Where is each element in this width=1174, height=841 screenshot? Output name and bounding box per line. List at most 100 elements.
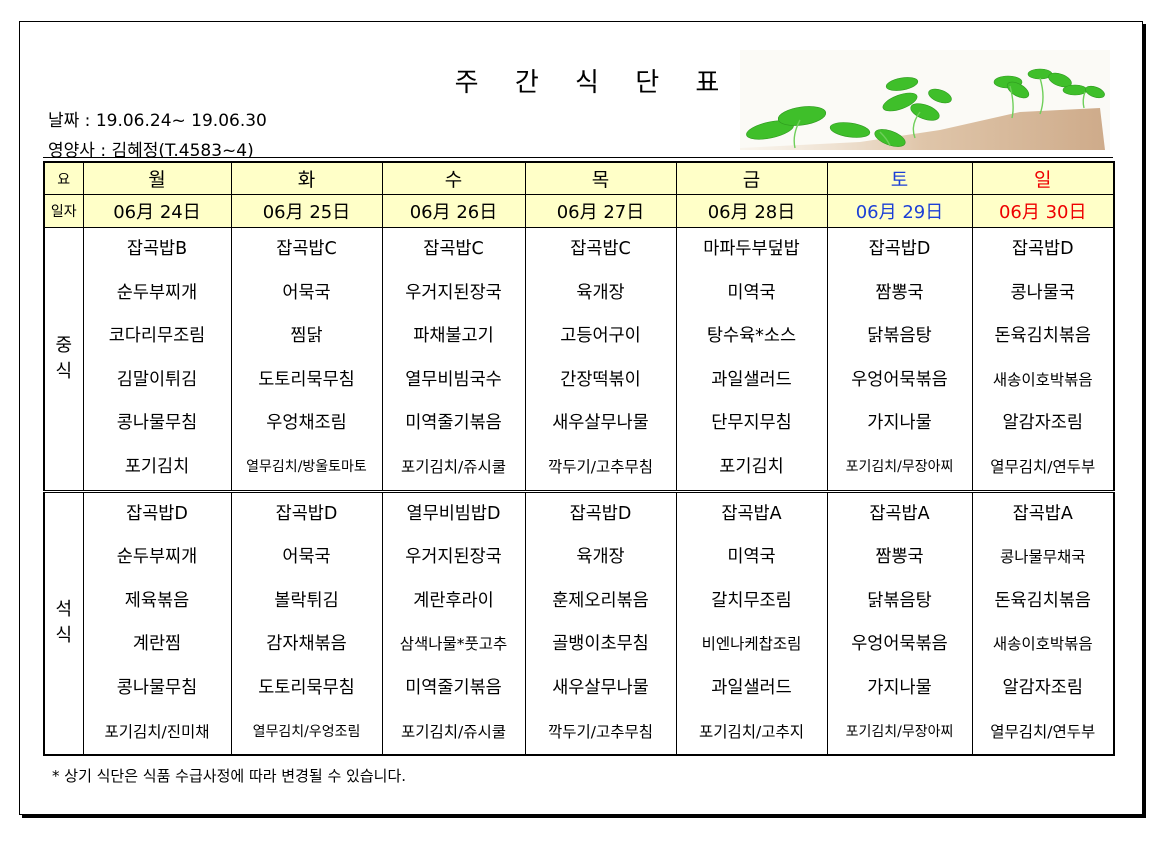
- lunch-label: 중 식: [43, 227, 84, 493]
- menu-item: 잡곡밥D: [868, 239, 931, 259]
- day-header-label: 요: [43, 161, 84, 195]
- dinner-label-char-1: 석: [55, 599, 73, 621]
- menu-item: 잡곡밥A: [1012, 503, 1073, 524]
- menu-item: 콩나물무침: [116, 677, 198, 698]
- menu-item: 잡곡밥D: [569, 503, 632, 524]
- menu-item: 알감자조림: [1002, 677, 1084, 698]
- menu-item: 우거지된장국: [405, 282, 502, 303]
- menu-item: 포기김치/무장아찌: [845, 723, 954, 740]
- date-wed: 06月 26日: [381, 194, 526, 228]
- dinner-sat: 잡곡밥A 짬뽕국 닭볶음탕 우엉어묵볶음 가지나물 포기김치/무장아찌: [826, 490, 973, 756]
- menu-item: 돈육김치볶음: [994, 326, 1092, 347]
- menu-item: 짬뽕국: [875, 547, 924, 568]
- header-divider: [43, 157, 1113, 158]
- menu-item: 콩나물무침: [116, 413, 198, 434]
- menu-item: 포기김치/진미채: [104, 722, 210, 741]
- menu-item: 열무김치/연두부: [990, 722, 1096, 741]
- day-mon: 월: [82, 161, 232, 195]
- menu-item: 탕수육*소스: [706, 326, 797, 347]
- menu-item: 도토리묵무침: [258, 677, 355, 698]
- menu-item: 우거지된장국: [405, 547, 502, 568]
- lunch-thu: 잡곡밥C 육개장 고등어구이 간장떡볶이 새우살무나물 깍두기/고추무침: [524, 227, 677, 493]
- menu-item: 우엉채조림: [266, 413, 347, 434]
- nutritionist-info: 영양사 : 김혜정(T.4583~4): [48, 141, 254, 161]
- menu-item: 콩나물국: [1010, 282, 1075, 303]
- dinner-row: 석 식 잡곡밥D 순두부찌개 제육볶음 계란찜 콩나물무침 포기김치/진미채 잡…: [43, 490, 1115, 756]
- menu-item: 계란후라이: [413, 590, 494, 611]
- day-header-row: 요 월 화 수 목 금 토 일: [43, 161, 1115, 195]
- menu-item: 육개장: [576, 547, 625, 568]
- menu-item: 열무김치/우엉조림: [252, 723, 361, 740]
- menu-item: 어묵국: [282, 282, 331, 303]
- date-sat: 06月 29日: [826, 194, 973, 228]
- menu-item: 계란찜: [132, 634, 182, 655]
- menu-item: 포기김치/무장아찌: [845, 458, 954, 475]
- dinner-label-char-2: 식: [55, 625, 73, 647]
- menu-item: 가지나물: [867, 677, 932, 698]
- date-header-label: 일자: [43, 194, 84, 228]
- lunch-row: 중 식 잡곡밥B 순두부찌개 코다리무조림 김말이튀김 콩나물무침 포기김치 잡…: [43, 227, 1115, 493]
- menu-item: 골뱅이초무침: [552, 634, 649, 655]
- date-fri: 06月 28日: [675, 194, 828, 228]
- menu-item: 미역국: [727, 547, 776, 568]
- menu-item: 포기김치/쥬시쿨: [400, 722, 507, 741]
- menu-item: 닭볶음탕: [867, 590, 932, 611]
- menu-item: 포기김치: [124, 456, 190, 477]
- dinner-mon: 잡곡밥D 순두부찌개 제육볶음 계란찜 콩나물무침 포기김치/진미채: [82, 490, 232, 756]
- menu-item: 새송이호박볶음: [992, 370, 1093, 389]
- dinner-label: 석 식: [43, 490, 84, 756]
- dinner-wed: 열무비빔밥D 우거지된장국 계란후라이 삼색나물*풋고추 미역줄기볶음 포기김치…: [381, 490, 526, 756]
- menu-item: 갈치무조림: [711, 590, 792, 611]
- menu-item: 잡곡밥B: [126, 239, 188, 259]
- menu-item: 돈육김치볶음: [994, 590, 1092, 611]
- menu-item: 고등어구이: [560, 326, 641, 347]
- menu-item: 새송이호박볶음: [992, 635, 1093, 654]
- menu-item: 미역국: [727, 282, 776, 303]
- menu-item: 열무김치/방울토마토: [246, 458, 367, 475]
- menu-item: 열무비빔국수: [405, 369, 502, 390]
- menu-item: 새우살무나물: [552, 677, 649, 698]
- menu-item: 우엉어묵볶음: [851, 369, 948, 390]
- lunch-tue: 잡곡밥C 어묵국 찜닭 도토리묵무침 우엉채조림 열무김치/방울토마토: [230, 227, 383, 493]
- sprouts-illustration: [740, 50, 1110, 150]
- menu-item: 새우살무나물: [552, 413, 649, 434]
- lunch-fri: 마파두부덮밥 미역국 탕수육*소스 과일샐러드 단무지무침 포기김치: [675, 227, 828, 493]
- menu-item: 찜닭: [290, 326, 323, 347]
- menu-item: 김말이튀김: [116, 369, 198, 390]
- dinner-fri: 잡곡밥A 미역국 갈치무조림 비엔나케찹조림 과일샐러드 포기김치/고추지: [675, 490, 828, 756]
- menu-item: 깍두기/고추무침: [547, 457, 654, 476]
- day-thu: 목: [524, 161, 677, 195]
- menu-item: 간장떡볶이: [560, 369, 641, 390]
- menu-item: 깍두기/고추무침: [547, 722, 654, 741]
- dinner-sun: 잡곡밥A 콩나물무채국 돈육김치볶음 새송이호박볶음 알감자조림 열무김치/연두…: [971, 490, 1115, 756]
- menu-item: 비엔나케찹조림: [701, 635, 802, 654]
- menu-item: 어묵국: [282, 547, 331, 568]
- menu-item: 포기김치/고추지: [698, 722, 805, 741]
- menu-item: 잡곡밥A: [869, 503, 930, 524]
- menu-item: 포기김치: [719, 456, 784, 477]
- menu-item: 짬뽕국: [875, 282, 924, 303]
- day-wed: 수: [381, 161, 526, 195]
- date-range: 날짜 : 19.06.24~ 19.06.30: [48, 111, 267, 131]
- lunch-label-char-2: 식: [55, 360, 73, 382]
- lunch-label-char-1: 중: [55, 334, 73, 356]
- menu-item: 잡곡밥C: [276, 239, 337, 259]
- lunch-mon: 잡곡밥B 순두부찌개 코다리무조림 김말이튀김 콩나물무침 포기김치: [82, 227, 232, 493]
- menu-item: 알감자조림: [1002, 413, 1084, 434]
- menu-item: 코다리무조림: [108, 326, 206, 347]
- date-tue: 06月 25日: [230, 194, 383, 228]
- weekly-menu-table: 요 월 화 수 목 금 토 일 일자 06月 24日 06月 25日 06月 2…: [43, 161, 1115, 757]
- menu-item: 잡곡밥C: [423, 239, 484, 259]
- menu-item: 순두부찌개: [116, 547, 198, 568]
- menu-item: 훈제오리볶음: [552, 590, 649, 611]
- date-sun: 06月 30日: [971, 194, 1115, 228]
- date-mon: 06月 24日: [82, 194, 232, 228]
- page-title: 주 간 식 단 표: [454, 68, 734, 98]
- menu-item: 가지나물: [867, 413, 932, 434]
- menu-item: 마파두부덮밥: [703, 239, 800, 259]
- menu-item: 감자채볶음: [266, 634, 347, 655]
- date-header-row: 일자 06月 24日 06月 25日 06月 26日 06月 27日 06月 2…: [43, 194, 1115, 228]
- lunch-wed: 잡곡밥C 우거지된장국 파채불고기 열무비빔국수 미역줄기볶음 포기김치/쥬시쿨: [381, 227, 526, 493]
- menu-item: 과일샐러드: [711, 369, 792, 390]
- footer-note: * 상기 식단은 식품 수급사정에 따라 변경될 수 있습니다.: [52, 767, 407, 785]
